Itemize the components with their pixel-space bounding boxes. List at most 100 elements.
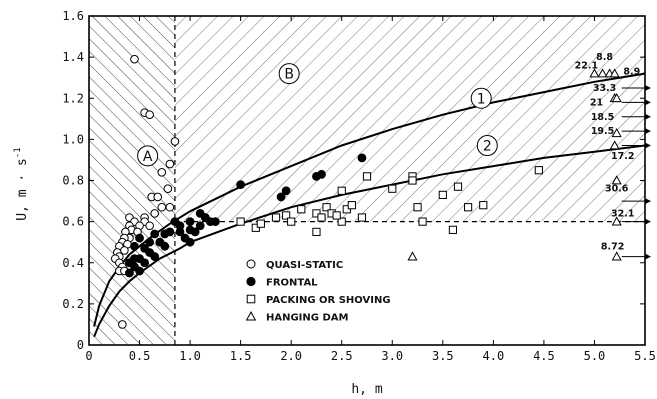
legend-label: PACKING OR SHOVING: [266, 295, 391, 306]
data-point-frontal: [237, 181, 245, 189]
legend-label: HANGING DAM: [266, 313, 349, 324]
y-tick-label: 1.0: [62, 132, 84, 146]
data-point-frontal: [186, 218, 194, 226]
curve-label-text: 1: [477, 91, 486, 107]
region-label-b: B: [279, 64, 299, 84]
data-point-hanging-dam: [408, 252, 416, 260]
data-point-packing-or-shoving: [237, 218, 244, 225]
x-tick-label: 1.5: [230, 349, 252, 363]
data-point-quasi-static: [171, 138, 179, 146]
data-point-quasi-static: [151, 210, 159, 218]
x-tick-label: 5.0: [584, 349, 606, 363]
data-point-packing-or-shoving: [535, 167, 542, 174]
annotation-label: 22.1: [575, 60, 598, 71]
annotation-label: 33.3: [593, 83, 616, 94]
offscale-arrow-head: [645, 143, 651, 149]
legend: QUASI-STATIC FRONTAL PACKING OR SHOVING HAN…: [240, 257, 392, 327]
data-point-packing-or-shoving: [389, 185, 396, 192]
data-point-frontal: [196, 209, 204, 217]
annotation-label: 30.6: [605, 184, 629, 195]
legend-item: PACKING OR SHOVING: [247, 295, 390, 306]
curve-label-1: 1: [471, 88, 491, 108]
annotation-label: 8.72: [601, 241, 624, 252]
x-tick-label: 2.0: [280, 349, 302, 363]
legend-marker: [247, 277, 255, 285]
curve-label-2: 2: [477, 136, 497, 156]
y-tick-label: 0: [77, 338, 84, 352]
data-point-packing-or-shoving: [298, 206, 305, 213]
data-point-packing-or-shoving: [480, 202, 487, 209]
data-point-frontal: [146, 238, 154, 246]
data-point-quasi-static: [164, 185, 172, 193]
data-point-packing-or-shoving: [449, 226, 456, 233]
data-point-packing-or-shoving: [419, 218, 426, 225]
data-point-frontal: [171, 218, 179, 226]
data-point-packing-or-shoving: [464, 204, 471, 211]
data-point-frontal: [282, 187, 290, 195]
data-point-packing-or-shoving: [348, 202, 355, 209]
x-tick-label: 2.5: [331, 349, 353, 363]
data-point-frontal: [186, 238, 194, 246]
data-point-quasi-static: [158, 203, 166, 211]
legend-marker: [247, 260, 255, 268]
region-a-hatch: [89, 16, 175, 345]
x-axis-label: h, m: [351, 382, 382, 397]
legend-marker: [247, 295, 255, 303]
offscale-arrow-head: [645, 198, 651, 204]
region-label-text: A: [143, 149, 153, 165]
data-point-quasi-static: [131, 55, 139, 63]
data-point-quasi-static: [158, 168, 166, 176]
data-point-frontal: [166, 228, 174, 236]
offscale-arrow-head: [645, 99, 651, 105]
x-tick-label: 3.5: [432, 349, 454, 363]
data-point-frontal: [358, 154, 366, 162]
data-point-frontal: [136, 234, 144, 242]
y-axis-label: U, m · s-1: [13, 147, 30, 220]
data-point-quasi-static: [146, 222, 154, 230]
annotation-label: 18.5: [591, 112, 614, 123]
data-point-packing-or-shoving: [414, 204, 421, 211]
x-tick-label: 5.5: [634, 349, 656, 363]
data-point-frontal: [151, 230, 159, 238]
x-tick-label: 4.5: [533, 349, 555, 363]
y-tick-label: 1.4: [62, 50, 84, 64]
data-point-packing-or-shoving: [313, 228, 320, 235]
data-point-quasi-static: [146, 111, 154, 119]
y-tick-label: 0.6: [62, 215, 84, 229]
x-tick-label: 3.0: [381, 349, 403, 363]
legend-label: QUASI-STATIC: [266, 260, 343, 271]
annotation-label: 19.5: [591, 126, 614, 137]
offscale-arrow: [622, 254, 651, 260]
data-point-quasi-static: [166, 160, 174, 168]
region-label-a: A: [138, 146, 158, 166]
offscale-arrow-head: [645, 114, 651, 120]
y-tick-label: 0.2: [62, 297, 84, 311]
data-point-packing-or-shoving: [439, 191, 446, 198]
data-point-packing-or-shoving: [363, 173, 370, 180]
data-point-packing-or-shoving: [409, 177, 416, 184]
annotation-label: 17.2: [611, 151, 634, 162]
y-tick-label: 0.8: [62, 174, 84, 188]
data-point-packing-or-shoving: [288, 218, 295, 225]
y-axis-label-main: U, m · s: [15, 158, 30, 221]
x-tick-label: 4.0: [483, 349, 505, 363]
data-point-packing-or-shoving: [318, 214, 325, 221]
annotation-label: 8.9: [623, 67, 640, 78]
legend-label: FRONTAL: [266, 278, 318, 289]
x-tick-label: 0.5: [129, 349, 151, 363]
data-point-frontal: [318, 170, 326, 178]
data-point-frontal: [151, 253, 159, 261]
data-point-frontal: [161, 242, 169, 250]
region-b-hatch: [175, 16, 645, 222]
data-point-packing-or-shoving: [272, 214, 279, 221]
annotation-label: 32.1: [611, 208, 634, 219]
y-tick-label: 1.2: [62, 91, 84, 105]
offscale-arrow-head: [645, 128, 651, 134]
offscale-arrow-head: [645, 219, 651, 225]
annotation-label: 21: [590, 97, 603, 108]
y-tick-label: 0.4: [62, 256, 84, 270]
y-axis-label-exponent: -1: [13, 147, 23, 158]
region-label-text: B: [284, 67, 294, 83]
data-point-packing-or-shoving: [257, 220, 264, 227]
